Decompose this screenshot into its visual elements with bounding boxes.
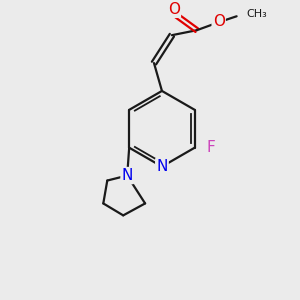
Text: N: N (122, 168, 133, 183)
Text: N: N (156, 159, 168, 174)
Text: CH₃: CH₃ (247, 9, 267, 19)
Text: O: O (213, 14, 225, 29)
Text: O: O (168, 2, 180, 17)
Text: F: F (206, 140, 215, 155)
